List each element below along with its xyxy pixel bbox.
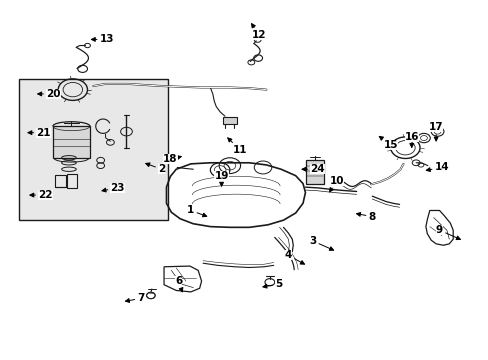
Text: 4: 4 (284, 250, 304, 264)
Text: 8: 8 (356, 212, 375, 221)
Text: 6: 6 (175, 276, 183, 292)
Bar (66, 174, 77, 188)
Text: 13: 13 (91, 35, 114, 44)
Text: 20: 20 (38, 89, 61, 99)
Text: 21: 21 (28, 128, 51, 138)
Text: 16: 16 (404, 132, 418, 148)
Text: 9: 9 (435, 225, 459, 240)
Text: 10: 10 (329, 176, 344, 192)
Text: 15: 15 (379, 136, 397, 150)
Text: 12: 12 (251, 24, 266, 40)
Text: 5: 5 (263, 279, 282, 289)
Bar (222, 117, 237, 125)
Bar (19, 78, 167, 220)
Text: 24: 24 (302, 164, 325, 174)
Text: 1: 1 (187, 206, 206, 217)
Bar (306, 160, 324, 184)
Text: 22: 22 (30, 190, 53, 200)
Bar (55, 175, 66, 187)
Text: 11: 11 (227, 138, 246, 154)
Text: 17: 17 (428, 122, 443, 141)
Text: 14: 14 (426, 162, 448, 172)
Text: 19: 19 (214, 171, 228, 186)
Text: 3: 3 (308, 236, 333, 250)
Text: 18: 18 (163, 154, 181, 164)
Text: 2: 2 (145, 163, 165, 174)
Text: 23: 23 (102, 183, 125, 193)
Text: 7: 7 (125, 293, 144, 303)
Bar (53, 126, 90, 158)
